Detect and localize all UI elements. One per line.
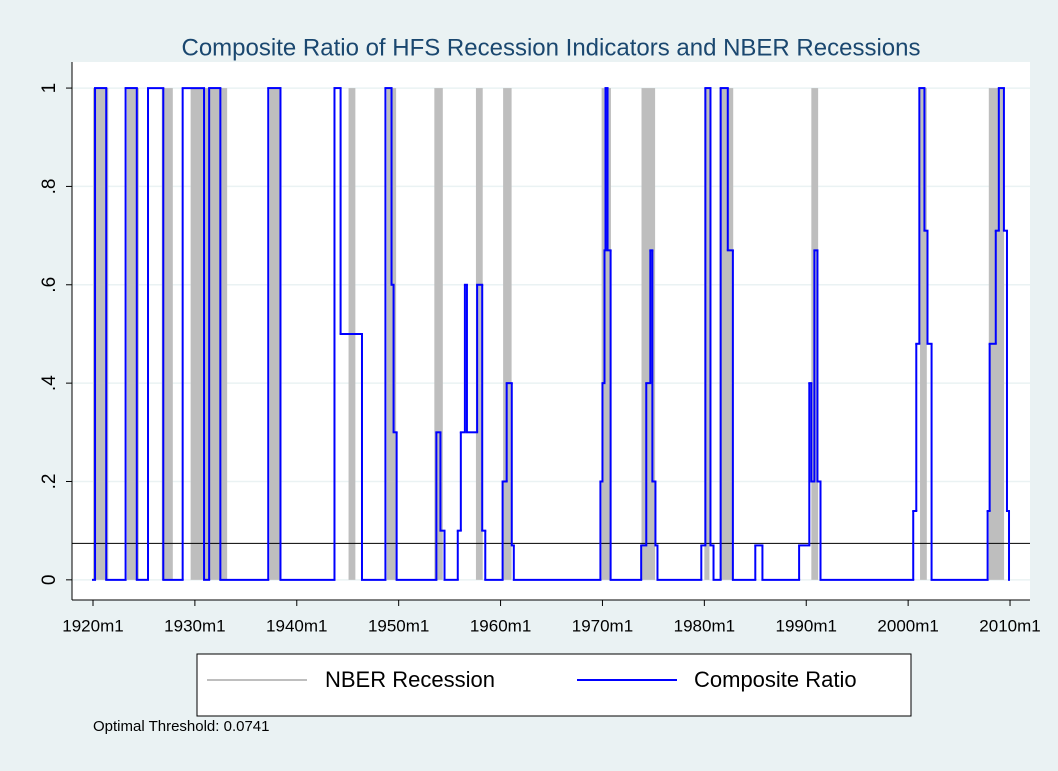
y-tick-label: .2 xyxy=(39,474,60,490)
recession-band xyxy=(161,88,173,580)
chart-title: Composite Ratio of HFS Recession Indicat… xyxy=(182,34,921,61)
recession-band xyxy=(475,88,483,580)
recession-band xyxy=(920,88,927,580)
legend-label: NBER Recession xyxy=(325,667,495,692)
x-tick-label: 1980m1 xyxy=(674,616,735,635)
x-tick-label: 1930m1 xyxy=(164,616,225,635)
recession-band xyxy=(269,88,281,580)
x-tick-label: 2000m1 xyxy=(877,616,938,635)
y-tick-label: .4 xyxy=(39,375,60,391)
x-tick-label: 2010m1 xyxy=(979,616,1040,635)
recession-band xyxy=(386,88,397,580)
plot-area xyxy=(72,62,1030,600)
legend-box xyxy=(196,653,912,717)
x-tick-label: 1950m1 xyxy=(368,616,429,635)
recession-band xyxy=(92,88,109,580)
legend-label: Composite Ratio xyxy=(694,667,857,692)
y-tick-label: 0 xyxy=(39,575,60,586)
x-tick-label: 1960m1 xyxy=(470,616,531,635)
note: Optimal Threshold: 0.0741 xyxy=(93,718,270,735)
y-tick-label: .8 xyxy=(39,178,60,194)
recession-band xyxy=(704,88,710,580)
y-tick-label: .6 xyxy=(39,277,60,293)
recession-band xyxy=(719,88,734,580)
x-tick-label: 1990m1 xyxy=(776,616,837,635)
x-tick-label: 1920m1 xyxy=(62,616,123,635)
recession-band xyxy=(601,88,611,580)
x-tick-label: 1970m1 xyxy=(572,616,633,635)
recession-band xyxy=(503,88,512,580)
x-tick-label: 1940m1 xyxy=(266,616,327,635)
recession-band xyxy=(434,88,443,580)
y-tick-label: 1 xyxy=(39,83,60,94)
recession-band xyxy=(126,88,139,580)
